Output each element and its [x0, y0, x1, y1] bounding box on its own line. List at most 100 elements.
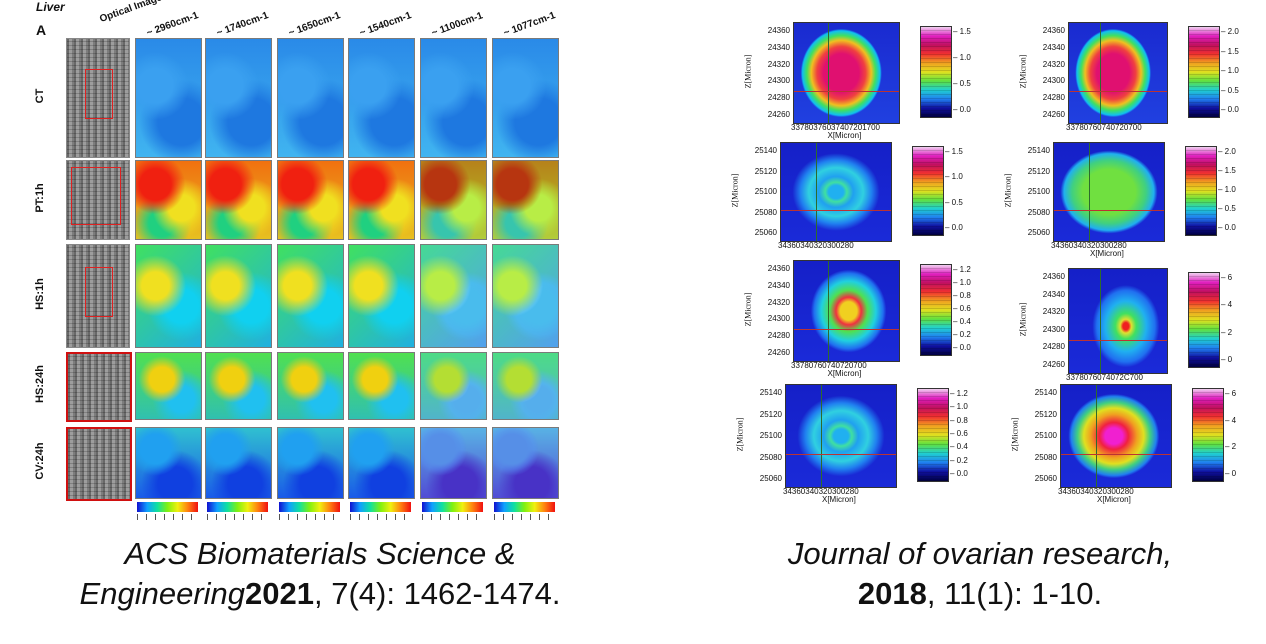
y-tick-label: 24360: [1042, 272, 1065, 281]
x-axis-label: X[Micron]: [827, 131, 862, 140]
colorbar: [422, 502, 483, 512]
x-tick-labels: 33780376037407201700: [791, 123, 880, 132]
y-tick-label: 25120: [754, 166, 777, 176]
y-tick-label: 24300: [1042, 324, 1065, 334]
right-caption-rest: , 11(1): 1-10.: [926, 576, 1103, 611]
right-caption-journal: Journal of ovarian research,: [787, 536, 1173, 571]
optical-image: [66, 427, 132, 501]
optical-image: [66, 38, 130, 158]
y-tick-label: 24340: [767, 280, 790, 290]
spectral-map: [420, 352, 487, 420]
colorbar-tick-label: – 0.4: [953, 317, 971, 326]
colorbar-tick-label: – 1.5: [1218, 166, 1236, 175]
x-tick-labels: 34360340320300280: [783, 487, 859, 496]
y-tick-label: 25080: [754, 207, 777, 217]
colorbar-tick-label: – 0: [1221, 355, 1233, 364]
x-axis-label: X[Micron]: [822, 495, 856, 504]
panel-letter: A: [36, 22, 47, 38]
crosshair-vertical: [828, 23, 829, 123]
colorbar-tick-label: – 1.0: [1218, 185, 1236, 194]
x-tick-labels: 33780760740720700: [791, 361, 867, 370]
colorbar-tick-label: – 0.5: [1221, 85, 1239, 95]
y-tick-label: 24320: [1042, 59, 1065, 69]
spectral-map: [348, 427, 415, 499]
y-tick-label: 24260: [767, 110, 790, 119]
ftir-map-plot: [1068, 22, 1168, 124]
spectral-map: [277, 352, 344, 420]
colorbar-tick-label: – 6: [1225, 389, 1237, 398]
spectral-map: [205, 244, 272, 348]
spectral-map: [492, 427, 559, 499]
colorbar-tick-label: – 0.0: [1218, 223, 1236, 232]
crosshair-vertical: [1089, 143, 1090, 241]
colorbar-tick-label: – 0.8: [950, 415, 968, 425]
spectral-map: [135, 160, 202, 240]
y-tick-label: 24340: [767, 42, 790, 52]
colorbar-tick-label: – 1.5: [1221, 46, 1239, 56]
y-tick-label: 24300: [1042, 76, 1065, 86]
crosshair-vertical: [821, 385, 822, 487]
y-tick-label: 25060: [759, 474, 782, 483]
right-figure: 24360 24340 24320 24300 24280 24260 3378037603…: [730, 18, 1255, 518]
crosshair-horizontal: [786, 454, 896, 455]
y-axis-label: Z[Micron]: [1018, 302, 1028, 337]
spectral-map: [420, 160, 487, 240]
colorbar: [1188, 272, 1220, 368]
ftir-map-plot: [785, 384, 897, 488]
y-tick-label: 25080: [759, 452, 782, 462]
y-tick-label: 25140: [1034, 388, 1057, 397]
x-tick-labels: 34360340320300280: [1051, 241, 1127, 250]
colorbar-ticks: [350, 514, 411, 520]
y-tick-label: 24280: [767, 93, 790, 103]
colorbar: [350, 502, 411, 512]
crosshair-vertical: [1100, 269, 1101, 373]
ftir-map-plot: [1060, 384, 1172, 488]
spectral-map: [135, 427, 202, 499]
optical-image: [66, 352, 132, 422]
colorbar-tick-label: – 2: [1225, 442, 1237, 452]
ftir-map-plot: [793, 22, 900, 124]
colorbar-tick-label: – 1.0: [945, 172, 963, 182]
x-axis-label: X[Micron]: [827, 369, 862, 378]
colorbar-ticks: [137, 514, 198, 520]
spectral-map: [420, 427, 487, 499]
ftir-map-plot: [1053, 142, 1165, 242]
colorbar-ticks: [494, 514, 555, 520]
spectral-map: [205, 38, 272, 158]
wavenumber-label: ~ 1740cm-1: [215, 10, 270, 39]
crosshair-vertical: [1100, 23, 1101, 123]
left-caption: ACS Biomaterials Science & Engineering20…: [10, 534, 630, 614]
left-caption-rest: , 7(4): 1462-1474.: [313, 576, 561, 611]
crosshair-vertical: [828, 261, 829, 361]
colorbar-tick-label: – 0.0: [1221, 105, 1239, 114]
left-caption-journal: ACS Biomaterials Science &: [124, 536, 516, 571]
y-tick-label: 25120: [1034, 409, 1057, 419]
colorbar-tick-label: – 0.4: [950, 442, 968, 452]
row-label: PT:1h: [34, 183, 46, 213]
spectral-map: [277, 160, 344, 240]
spectral-map: [420, 244, 487, 348]
y-tick-label: 24340: [1042, 289, 1065, 299]
wavenumber-label: ~ 1650cm-1: [287, 10, 342, 39]
y-tick-label: 24320: [767, 297, 790, 307]
y-tick-label: 25060: [754, 228, 777, 237]
y-tick-label: 24280: [767, 331, 790, 341]
spectral-map: [492, 352, 559, 420]
colorbar-tick-label: – 2: [1221, 327, 1233, 337]
colorbar-tick-label: – 0.0: [953, 105, 971, 114]
spectral-map: [205, 352, 272, 420]
colorbar: [917, 388, 949, 482]
spectral-map: [348, 352, 415, 420]
colorbar: [207, 502, 268, 512]
y-axis-label: Z[Micron]: [730, 173, 740, 208]
colorbar-tick-label: – 1.0: [1221, 66, 1239, 75]
colorbar-tick-label: – 0.0: [950, 469, 968, 478]
y-tick-label: 25060: [1027, 228, 1050, 237]
left-figure: Liver A Optical Image ~ 2960cm-1 ~ 1740cm…: [30, 0, 590, 530]
y-tick-label: 24300: [767, 314, 790, 324]
ftir-map-plot: [780, 142, 892, 242]
spectral-map: [135, 244, 202, 348]
y-tick-label: 25100: [759, 431, 782, 440]
ftir-map-plot: [1068, 268, 1168, 374]
y-tick-label: 25080: [1034, 452, 1057, 462]
